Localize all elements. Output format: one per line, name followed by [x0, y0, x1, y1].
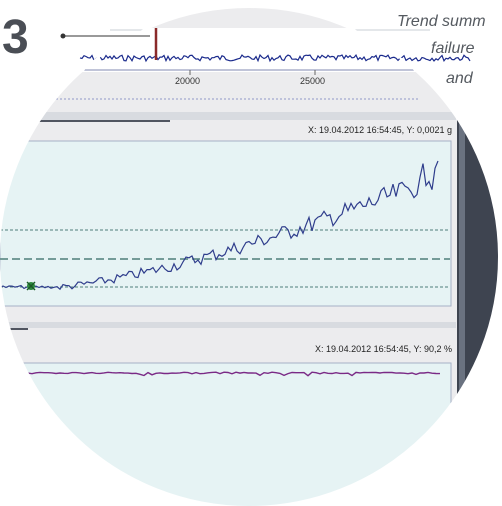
caption-line: failure	[431, 40, 475, 57]
trend-plot-area-top	[0, 140, 452, 307]
scrollbar-track[interactable]	[459, 62, 465, 502]
x-tick-label: 25000	[300, 76, 325, 86]
percent-trend-line	[0, 371, 441, 377]
vibration-trend-line	[0, 160, 439, 291]
caption-line: Trend summ	[397, 13, 486, 30]
step-number: 3	[2, 11, 29, 64]
x-tick-label: 20000	[175, 76, 200, 86]
cursor-marker[interactable]	[26, 281, 36, 291]
trend-plot-area-bottom	[0, 362, 452, 506]
cursor-readout-bottom: X: 19.04.2012 16:54:45, Y: 90,2 %	[315, 344, 452, 354]
trend-panel-tab-strip	[0, 112, 456, 120]
lens-outline	[0, 6, 500, 506]
trend-panel-tab-strip	[0, 322, 456, 328]
caption-line: and	[446, 70, 473, 87]
cursor-readout-top: X: 19.04.2012 16:54:45, Y: 0,0021 g	[308, 125, 452, 135]
axis-unit-label: CPM)	[4, 87, 27, 97]
